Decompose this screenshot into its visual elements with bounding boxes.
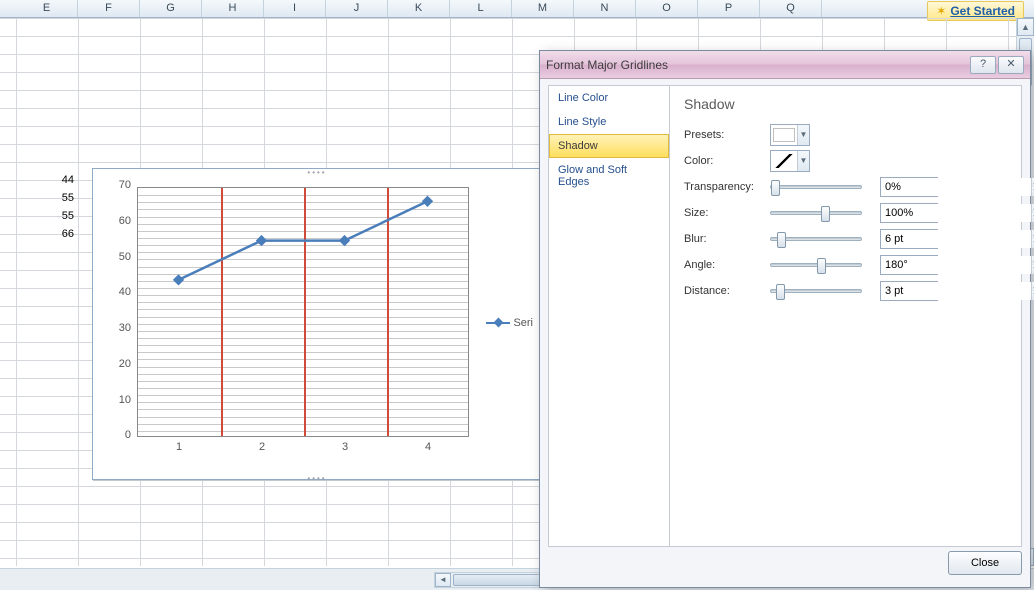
cell-value[interactable]: 44 (18, 171, 78, 189)
data-series[interactable] (137, 187, 469, 437)
y-tick-label: 10 (101, 394, 131, 406)
nav-shadow[interactable]: Shadow (549, 134, 669, 158)
presets-combo[interactable]: ▼ (770, 124, 810, 146)
col-header[interactable]: L (450, 0, 512, 17)
panel-heading: Shadow (684, 96, 1007, 112)
size-spinner[interactable]: ▲▼ (880, 203, 938, 223)
transparency-spinner[interactable]: ▲▼ (880, 177, 938, 197)
preset-swatch-icon (773, 128, 795, 142)
get-started-label: Get Started (950, 4, 1015, 18)
format-gridlines-dialog: Format Major Gridlines ? ✕ Line Color Li… (539, 50, 1031, 588)
color-combo[interactable]: ▼ (770, 150, 810, 172)
color-label: Color: (684, 155, 770, 167)
blur-label: Blur: (684, 233, 770, 245)
col-header[interactable]: M (512, 0, 574, 17)
cell-value[interactable]: 55 (18, 189, 78, 207)
close-button[interactable]: Close (948, 551, 1022, 575)
col-header[interactable]: I (264, 0, 326, 17)
chart-object[interactable]: •••• •••• 0 10 20 30 40 50 60 70 1 2 3 4… (92, 168, 542, 480)
col-header[interactable]: P (698, 0, 760, 17)
distance-slider[interactable] (770, 289, 862, 293)
angle-slider[interactable] (770, 263, 862, 267)
col-header[interactable]: G (140, 0, 202, 17)
y-tick-label: 70 (101, 179, 131, 191)
cell-value[interactable]: 55 (18, 207, 78, 225)
distance-input[interactable] (881, 282, 1031, 300)
sparkle-icon: ✶ (936, 4, 946, 18)
scroll-left-icon[interactable]: ◄ (435, 573, 451, 587)
y-tick-label: 0 (101, 429, 131, 441)
distance-label: Distance: (684, 285, 770, 297)
scroll-up-icon[interactable]: ▲ (1017, 18, 1034, 36)
size-slider[interactable] (770, 211, 862, 215)
col-header[interactable]: K (388, 0, 450, 17)
transparency-label: Transparency: (684, 181, 770, 193)
transparency-input[interactable] (881, 178, 1031, 196)
col-header[interactable]: E (16, 0, 78, 17)
nav-line-color[interactable]: Line Color (549, 86, 669, 110)
blur-slider[interactable] (770, 237, 862, 241)
paint-bucket-icon (773, 154, 795, 168)
presets-label: Presets: (684, 129, 770, 141)
y-tick-label: 60 (101, 215, 131, 227)
col-header[interactable]: O (636, 0, 698, 17)
close-window-button[interactable]: ✕ (998, 56, 1024, 74)
column-header-row: E F G H I J K L M N O P Q (0, 0, 1034, 18)
distance-spinner[interactable]: ▲▼ (880, 281, 938, 301)
col-header[interactable]: H (202, 0, 264, 17)
y-tick-label: 30 (101, 322, 131, 334)
blur-spinner[interactable]: ▲▼ (880, 229, 938, 249)
chevron-down-icon: ▼ (797, 125, 809, 145)
legend-marker-icon (486, 322, 510, 324)
y-tick-label: 50 (101, 251, 131, 263)
angle-label: Angle: (684, 259, 770, 271)
angle-input[interactable] (881, 256, 1031, 274)
transparency-slider[interactable] (770, 185, 862, 189)
col-header[interactable]: F (78, 0, 140, 17)
resize-handle-icon[interactable]: •••• (302, 474, 332, 480)
y-tick-label: 40 (101, 286, 131, 298)
resize-handle-icon[interactable]: •••• (302, 168, 332, 174)
blur-input[interactable] (881, 230, 1031, 248)
legend-label: Seri (513, 317, 533, 329)
size-input[interactable] (881, 204, 1031, 222)
shadow-panel: Shadow Presets: ▼ Color: ▼ Transparency: (670, 85, 1022, 547)
y-tick-label: 20 (101, 358, 131, 370)
chevron-down-icon: ▼ (797, 151, 809, 171)
dialog-titlebar[interactable]: Format Major Gridlines ? ✕ (540, 51, 1030, 79)
col-header[interactable]: J (326, 0, 388, 17)
dialog-nav: Line Color Line Style Shadow Glow and So… (548, 85, 670, 547)
col-header[interactable]: Q (760, 0, 822, 17)
size-label: Size: (684, 207, 770, 219)
legend[interactable]: Seri (486, 317, 533, 329)
help-button[interactable]: ? (970, 56, 996, 74)
x-tick-label: 3 (335, 441, 355, 453)
angle-spinner[interactable]: ▲▼ (880, 255, 938, 275)
dialog-title: Format Major Gridlines (546, 58, 968, 72)
x-tick-label: 2 (252, 441, 272, 453)
nav-line-style[interactable]: Line Style (549, 110, 669, 134)
nav-glow-soft-edges[interactable]: Glow and Soft Edges (549, 158, 669, 194)
x-tick-label: 4 (418, 441, 438, 453)
cell-value[interactable]: 66 (18, 225, 78, 243)
x-tick-label: 1 (169, 441, 189, 453)
col-header[interactable]: N (574, 0, 636, 17)
